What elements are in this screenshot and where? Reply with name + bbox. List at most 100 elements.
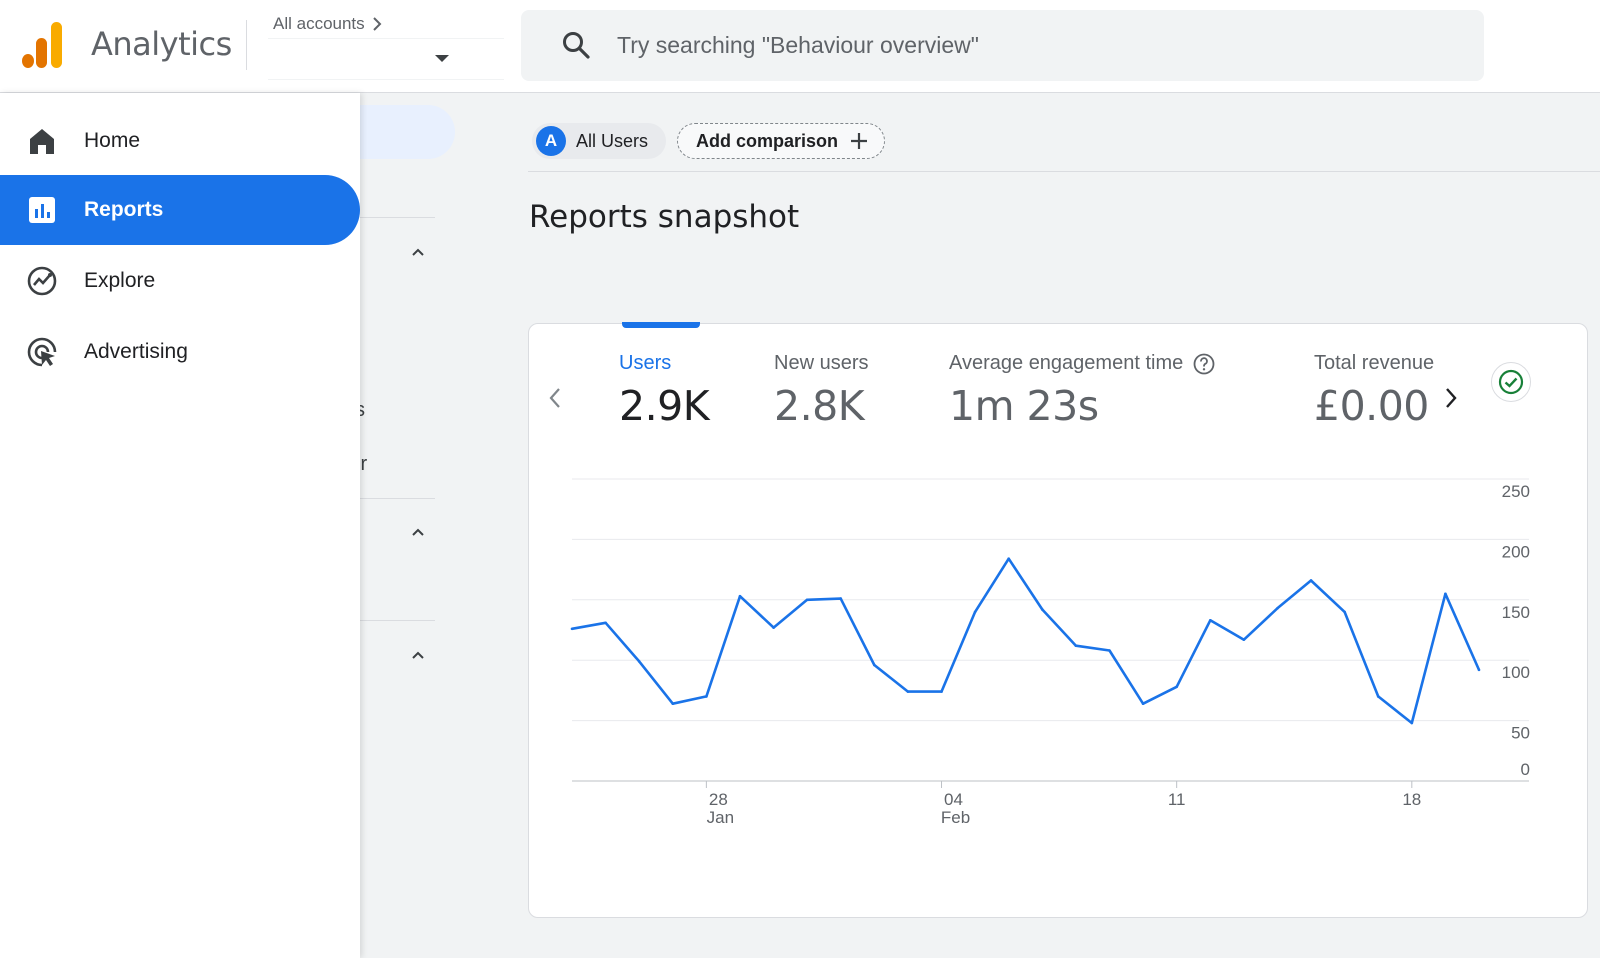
y-tick-label: 250 (1502, 482, 1530, 501)
header-divider (246, 20, 247, 70)
x-tick-month-label: Feb (941, 808, 970, 827)
metric-label: New users (774, 352, 869, 374)
chevron-up-icon[interactable] (411, 648, 425, 662)
subnav-divider (355, 217, 435, 218)
advertising-icon (27, 337, 57, 367)
nav-item-label: Advertising (84, 340, 188, 363)
x-tick-label: 04 (944, 790, 963, 809)
data-point (1309, 579, 1313, 582)
nav-item-label: Home (84, 129, 141, 152)
all-accounts-link[interactable]: All accounts (273, 14, 383, 34)
nav-item-explore[interactable]: Explore (0, 246, 360, 316)
nav-item-advertising[interactable]: Advertising (0, 317, 360, 387)
add-comparison-button[interactable]: Add comparison (677, 123, 886, 159)
y-tick-label: 150 (1502, 603, 1530, 622)
data-point (1444, 592, 1447, 596)
metric-value: £0.00 (1314, 382, 1429, 430)
add-comparison-label: Add comparison (696, 130, 839, 151)
data-point (1410, 721, 1414, 725)
reports-subnav: s ır (355, 93, 455, 958)
x-tick-label: 11 (1168, 790, 1186, 809)
metrics-card: Users 2.9K New users 2.8K Average engage… (528, 322, 1588, 918)
x-tick-label: 18 (1402, 790, 1421, 809)
main-divider (528, 171, 1600, 172)
data-point (1074, 644, 1078, 648)
data-point (1040, 608, 1044, 611)
metric-value: 1m 23s (949, 382, 1099, 430)
search-bar[interactable] (521, 10, 1484, 81)
data-point (1242, 638, 1246, 641)
search-icon (563, 32, 590, 59)
explore-icon (27, 266, 57, 296)
x-tick-label: 28 (709, 790, 728, 809)
data-point (1343, 610, 1346, 614)
y-tick-label: 100 (1502, 663, 1530, 682)
data-point (1208, 619, 1212, 622)
analytics-logo-icon[interactable] (22, 22, 64, 68)
data-point (1376, 695, 1380, 698)
app-title: Analytics (91, 25, 232, 63)
nav-item-label: Explore (84, 269, 156, 292)
data-point (839, 597, 843, 600)
chevron-left-icon[interactable] (547, 386, 563, 410)
users-series-line (571, 557, 1481, 725)
data-point (671, 702, 675, 705)
data-point (1175, 685, 1178, 689)
property-selector[interactable] (268, 38, 504, 80)
y-tick-label: 50 (1511, 724, 1530, 743)
data-point (1007, 557, 1011, 561)
data-point (906, 690, 910, 693)
x-tick-month-label: Jan (707, 808, 734, 827)
metric-tab-users[interactable]: Users 2.9K (619, 352, 710, 430)
data-point (705, 695, 708, 698)
metric-label: Average engagement time (949, 352, 1184, 374)
top-header: Analytics All accounts (0, 0, 1600, 93)
data-point (570, 627, 574, 631)
plus-icon (851, 133, 868, 149)
segment-badge: A (536, 126, 566, 156)
data-point (604, 621, 607, 625)
data-point (1276, 606, 1279, 610)
dropdown-caret-icon (435, 55, 449, 62)
active-tab-indicator (622, 322, 700, 328)
nav-item-home[interactable]: Home (0, 106, 360, 176)
segment-chip-all-users[interactable]: A All Users (532, 123, 667, 159)
data-point (637, 660, 641, 663)
data-quality-check-icon[interactable] (1491, 362, 1531, 402)
chevron-up-icon[interactable] (411, 245, 425, 259)
bar-chart-icon (29, 197, 55, 223)
metric-tab-total-revenue[interactable]: Total revenue £0.00 (1314, 352, 1434, 430)
search-input[interactable] (617, 28, 1417, 62)
data-point (940, 690, 943, 693)
data-point (1477, 668, 1481, 672)
nav-drawer: Home Reports Explore Advertising (0, 93, 360, 958)
metric-tab-new-users[interactable]: New users 2.8K (774, 352, 868, 430)
data-point (772, 626, 775, 629)
subnav-divider (355, 620, 435, 621)
chevron-up-icon[interactable] (411, 525, 425, 539)
data-point (805, 598, 809, 602)
metric-label: Total revenue (1314, 352, 1435, 374)
data-point (873, 663, 876, 667)
home-icon (30, 129, 54, 154)
chevron-right-icon[interactable] (1443, 386, 1459, 410)
all-accounts-label: All accounts (273, 14, 365, 33)
y-tick-label: 0 (1521, 760, 1530, 779)
segment-label: All Users (576, 130, 649, 151)
y-tick-label: 200 (1502, 542, 1530, 561)
data-point (1141, 702, 1145, 705)
subnav-selected-item[interactable] (355, 105, 455, 159)
metric-tab-engagement-time[interactable]: Average engagement time 1m 23s (949, 352, 1215, 430)
metric-value: 2.9K (619, 382, 710, 430)
subnav-divider (355, 498, 435, 499)
metric-value: 2.8K (774, 382, 865, 430)
nav-item-label: Reports (84, 198, 164, 221)
metric-label: Users (619, 352, 672, 374)
data-point (973, 610, 977, 614)
nav-item-reports[interactable]: Reports (0, 175, 360, 245)
help-icon[interactable] (1193, 353, 1215, 375)
main-content: A All Users Add comparison Reports snaps… (528, 93, 1600, 958)
subnav-text-fragment: s (355, 399, 365, 421)
chevron-right-icon (372, 17, 382, 31)
